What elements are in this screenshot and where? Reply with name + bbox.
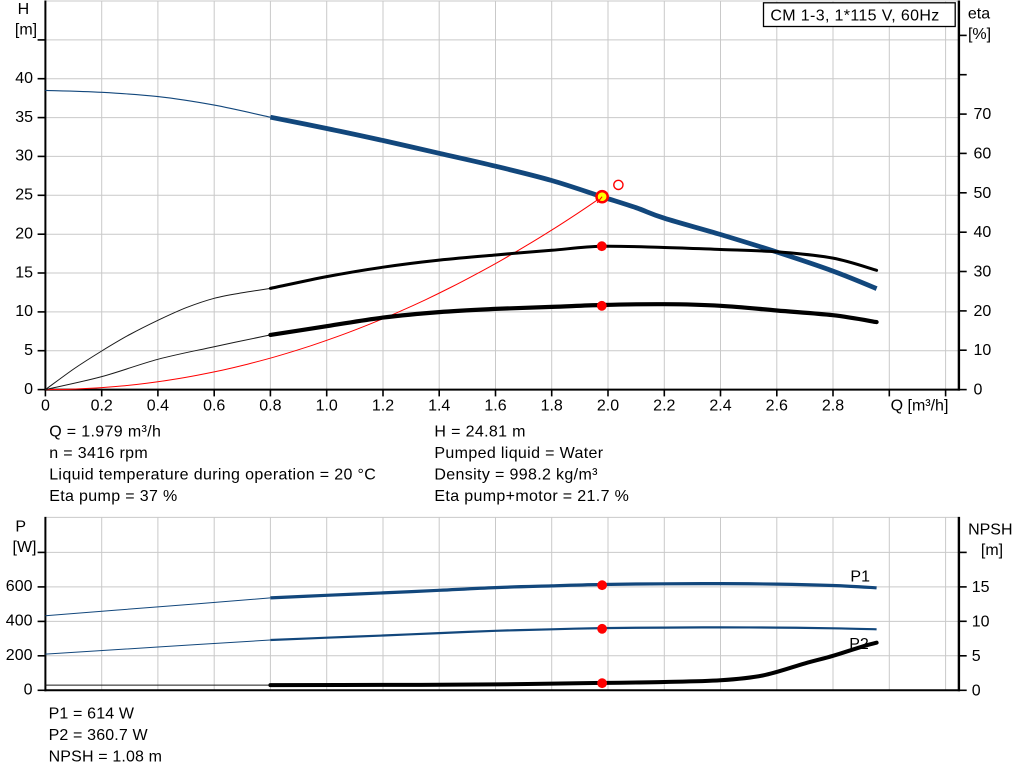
svg-text:Liquid temperature during oper: Liquid temperature during operation = 20… bbox=[49, 466, 376, 483]
svg-text:P1: P1 bbox=[850, 568, 870, 585]
svg-text:2.0: 2.0 bbox=[597, 398, 619, 415]
svg-text:Pumped liquid = Water: Pumped liquid = Water bbox=[434, 445, 603, 462]
svg-text:Density = 998.2 kg/m³: Density = 998.2 kg/m³ bbox=[434, 466, 598, 483]
svg-text:0: 0 bbox=[974, 382, 983, 399]
svg-text:5: 5 bbox=[972, 648, 981, 665]
svg-text:P1 = 614 W: P1 = 614 W bbox=[49, 706, 135, 723]
svg-text:0: 0 bbox=[24, 381, 33, 398]
svg-text:1.8: 1.8 bbox=[541, 398, 563, 415]
svg-text:CM 1-3, 1*115 V, 60Hz: CM 1-3, 1*115 V, 60Hz bbox=[770, 7, 939, 24]
svg-text:30: 30 bbox=[974, 264, 992, 281]
svg-text:H: H bbox=[18, 1, 30, 18]
svg-text:35: 35 bbox=[15, 109, 33, 126]
svg-text:20: 20 bbox=[15, 226, 33, 243]
svg-text:20: 20 bbox=[974, 303, 992, 320]
svg-text:Q = 1.979 m³/h: Q = 1.979 m³/h bbox=[49, 423, 161, 440]
svg-text:0: 0 bbox=[972, 682, 981, 699]
svg-text:2.8: 2.8 bbox=[822, 398, 844, 415]
svg-text:10: 10 bbox=[974, 342, 992, 359]
svg-text:0: 0 bbox=[24, 682, 33, 699]
svg-text:0.8: 0.8 bbox=[259, 398, 281, 415]
svg-text:15: 15 bbox=[15, 264, 33, 281]
svg-text:0: 0 bbox=[41, 398, 50, 415]
svg-text:[W]: [W] bbox=[13, 539, 37, 556]
svg-text:1.0: 1.0 bbox=[316, 398, 338, 415]
svg-text:Eta pump = 37 %: Eta pump = 37 % bbox=[49, 488, 177, 505]
svg-text:P2: P2 bbox=[849, 636, 869, 653]
svg-text:NPSH = 1.08 m: NPSH = 1.08 m bbox=[49, 749, 163, 766]
svg-text:0.6: 0.6 bbox=[203, 398, 225, 415]
svg-text:60: 60 bbox=[974, 145, 992, 162]
svg-text:10: 10 bbox=[15, 303, 33, 320]
svg-text:2.4: 2.4 bbox=[709, 398, 731, 415]
svg-text:Eta pump+motor = 21.7 %: Eta pump+motor = 21.7 % bbox=[434, 488, 629, 505]
svg-text:200: 200 bbox=[6, 647, 33, 664]
svg-text:1.2: 1.2 bbox=[372, 398, 394, 415]
svg-text:10: 10 bbox=[972, 613, 990, 630]
svg-text:eta: eta bbox=[968, 5, 990, 22]
svg-text:H = 24.81 m: H = 24.81 m bbox=[434, 423, 525, 440]
svg-text:5: 5 bbox=[24, 342, 33, 359]
svg-text:[m]: [m] bbox=[15, 21, 37, 38]
svg-text:30: 30 bbox=[15, 148, 33, 165]
svg-text:0.4: 0.4 bbox=[147, 398, 169, 415]
svg-text:NPSH: NPSH bbox=[968, 522, 1012, 539]
svg-text:0.2: 0.2 bbox=[91, 398, 113, 415]
svg-text:600: 600 bbox=[6, 578, 33, 595]
svg-text:50: 50 bbox=[974, 185, 992, 202]
svg-text:25: 25 bbox=[15, 187, 33, 204]
svg-text:2.2: 2.2 bbox=[653, 398, 675, 415]
svg-text:[m]: [m] bbox=[981, 542, 1003, 559]
svg-text:P: P bbox=[15, 519, 26, 536]
svg-text:70: 70 bbox=[974, 106, 992, 123]
svg-text:1.6: 1.6 bbox=[484, 398, 506, 415]
svg-text:[%]: [%] bbox=[968, 26, 991, 43]
svg-text:P2 = 360.7 W: P2 = 360.7 W bbox=[49, 727, 149, 744]
svg-text:n = 3416 rpm: n = 3416 rpm bbox=[49, 445, 148, 462]
svg-text:1.4: 1.4 bbox=[428, 398, 450, 415]
svg-text:15: 15 bbox=[972, 579, 990, 596]
svg-text:2.6: 2.6 bbox=[766, 398, 788, 415]
svg-text:Q [m³/h]: Q [m³/h] bbox=[891, 398, 949, 415]
svg-text:40: 40 bbox=[974, 224, 992, 241]
svg-text:400: 400 bbox=[6, 613, 33, 630]
svg-text:40: 40 bbox=[15, 70, 33, 87]
